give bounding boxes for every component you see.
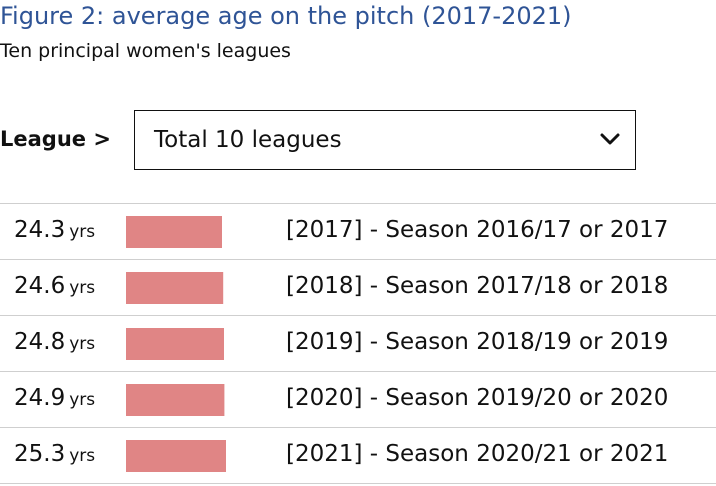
age-value-label: 24.6 yrs — [14, 273, 96, 299]
season-label: [2018] - Season 2017/18 or 2018 — [286, 273, 669, 299]
bar-mark — [126, 272, 224, 304]
age-value-label: 24.9 yrs — [14, 385, 96, 411]
bar-chart-mark — [126, 216, 222, 248]
bar-chart-mark — [126, 440, 226, 472]
age-value-label: 24.3 yrs — [14, 217, 96, 243]
age-unit-label: yrs — [69, 278, 96, 298]
league-select-value: Total 10 leagues — [154, 127, 342, 153]
bar-mark — [126, 328, 224, 360]
age-value-label: 25.3 yrs — [14, 441, 96, 467]
age-bar-list: 24.3 yrs [2017] - Season 2016/17 or 2017 … — [0, 203, 716, 484]
age-unit-label: yrs — [69, 222, 96, 242]
bar-chart-mark — [126, 384, 225, 416]
table-row: 24.6 yrs [2018] - Season 2017/18 or 2018 — [0, 260, 716, 316]
chart-title: Figure 2: average age on the pitch (2017… — [0, 2, 572, 30]
age-value-label: 24.8 yrs — [14, 329, 96, 355]
bar-mark — [126, 440, 226, 472]
season-label: [2020] - Season 2019/20 or 2020 — [286, 385, 669, 411]
table-row: 24.3 yrs [2017] - Season 2016/17 or 2017 — [0, 204, 716, 260]
bar-mark — [126, 216, 222, 248]
table-row: 25.3 yrs [2021] - Season 2020/21 or 2021 — [0, 428, 716, 484]
age-unit-label: yrs — [69, 334, 96, 354]
league-filter-label: League > — [0, 127, 111, 151]
season-label: [2021] - Season 2020/21 or 2021 — [286, 441, 669, 467]
season-label: [2019] - Season 2018/19 or 2019 — [286, 329, 669, 355]
chevron-down-icon — [600, 133, 620, 145]
table-row: 24.9 yrs [2020] - Season 2019/20 or 2020 — [0, 372, 716, 428]
league-select[interactable]: Total 10 leagues — [134, 110, 636, 170]
age-unit-label: yrs — [69, 446, 96, 466]
season-label: [2017] - Season 2016/17 or 2017 — [286, 217, 669, 243]
bar-mark — [126, 384, 225, 416]
bar-chart-mark — [126, 328, 224, 360]
bar-chart-mark — [126, 272, 224, 304]
chart-subtitle: Ten principal women's leagues — [0, 40, 291, 62]
age-unit-label: yrs — [69, 390, 96, 410]
table-row: 24.8 yrs [2019] - Season 2018/19 or 2019 — [0, 316, 716, 372]
